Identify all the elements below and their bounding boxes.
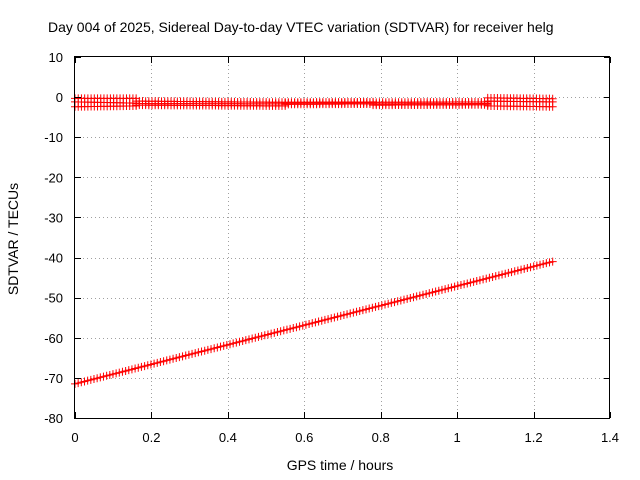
y-tick-label: -60 xyxy=(44,331,63,346)
grid xyxy=(75,57,610,418)
y-tick-label: -10 xyxy=(44,130,63,145)
plot-frame xyxy=(74,56,610,419)
chart-title: Day 004 of 2025, Sidereal Day-to-day VTE… xyxy=(48,19,554,35)
y-tick-label: -80 xyxy=(44,411,63,426)
x-tick-label: 0.6 xyxy=(295,430,313,445)
x-tick-label: 0.8 xyxy=(372,430,390,445)
x-tick-labels: 0 0.2 0.4 0.6 0.8 1 1.2 1.4 xyxy=(71,430,619,445)
data-point xyxy=(548,257,557,266)
x-tick-label: 0 xyxy=(71,430,78,445)
y-tick-label: 10 xyxy=(49,50,63,65)
x-tick-label: 1.2 xyxy=(525,430,543,445)
x-axis-label: GPS time / hours xyxy=(287,457,394,473)
ticks xyxy=(75,57,611,419)
y-tick-label: -40 xyxy=(44,251,63,266)
data-point xyxy=(548,102,557,111)
y-tick-label: 0 xyxy=(56,90,63,105)
y-axis-label: SDTVAR / TECUs xyxy=(5,183,21,295)
y-tick-label: -20 xyxy=(44,170,63,185)
y-tick-label: -70 xyxy=(44,371,63,386)
series-diagonal-trend xyxy=(71,257,557,388)
x-tick-label: 0.2 xyxy=(142,430,160,445)
y-tick-label: -50 xyxy=(44,291,63,306)
x-tick-label: 0.4 xyxy=(219,430,237,445)
x-tick-label: 1.4 xyxy=(601,430,619,445)
y-tick-labels: 10 0 -10 -20 -30 -40 -50 -60 -70 -80 xyxy=(44,50,63,426)
x-tick-label: 1 xyxy=(454,430,461,445)
y-tick-label: -30 xyxy=(44,210,63,225)
series-band-lower xyxy=(71,99,557,111)
data-points xyxy=(71,93,557,388)
